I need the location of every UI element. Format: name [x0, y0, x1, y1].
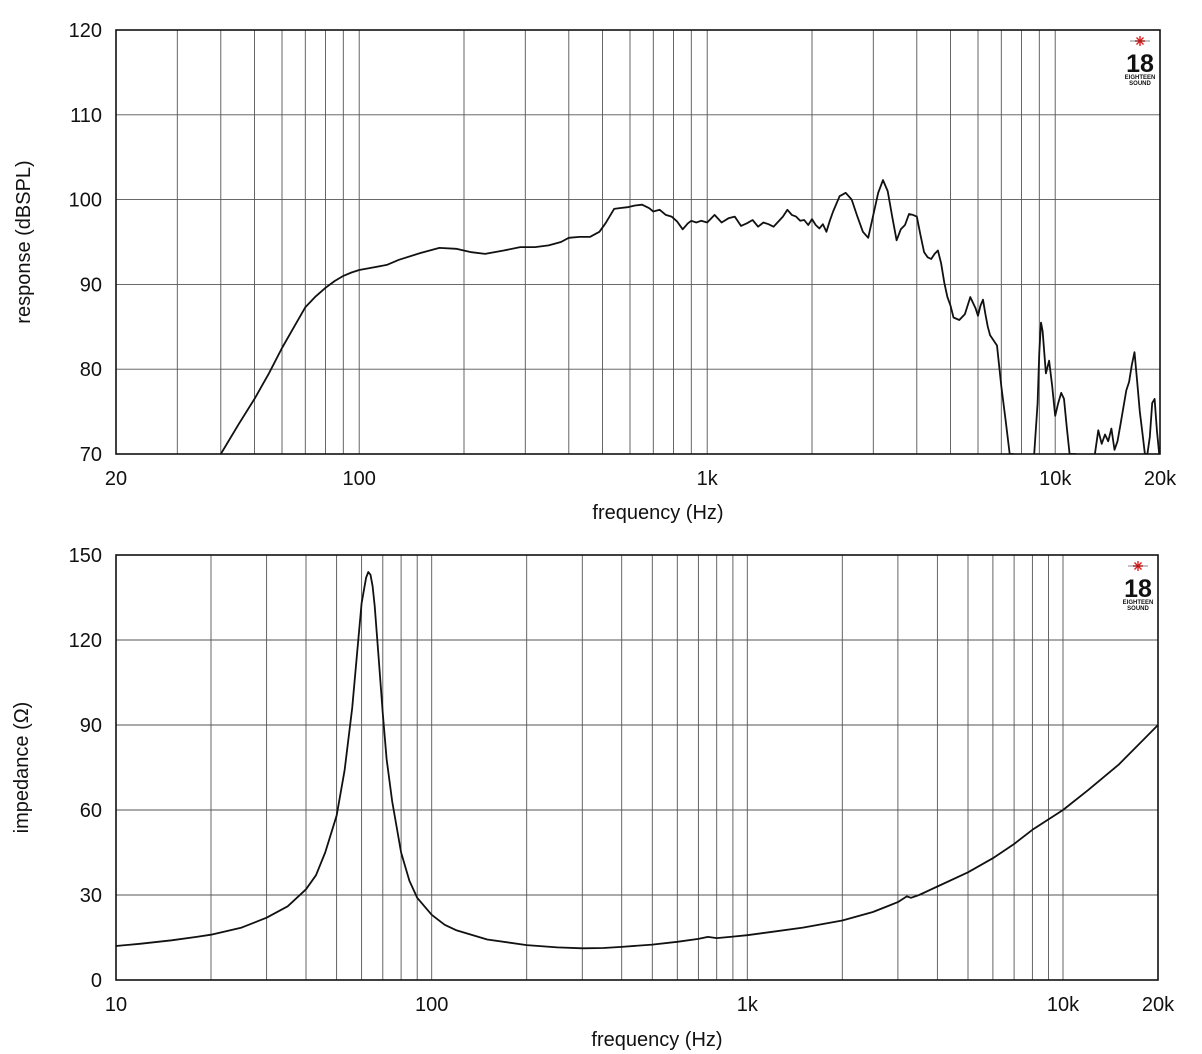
y-axis-title: impedance (Ω) — [11, 702, 33, 834]
y-tick-label: 60 — [80, 800, 102, 822]
logo-small-text: SOUND — [1129, 81, 1151, 87]
y-tick-label: 80 — [80, 359, 102, 381]
y-tick-label: 90 — [80, 715, 102, 737]
y-tick-label: 120 — [69, 20, 102, 42]
y-tick-label: 0 — [91, 970, 102, 992]
logo-small-text: EIGHTEEN — [1125, 75, 1156, 81]
x-tick-label: 1k — [697, 468, 719, 490]
series-line-0 — [220, 179, 1014, 454]
x-tick-label: 10 — [105, 994, 127, 1016]
plot-frame — [115, 554, 1159, 981]
logo-number: 18 — [1126, 50, 1154, 78]
x-tick-label: 100 — [343, 468, 376, 490]
x-axis-title: frequency (Hz) — [591, 1029, 722, 1051]
x-tick-label: 100 — [415, 994, 448, 1016]
x-grid — [210, 555, 1064, 980]
y-axis-title: response (dBSPL) — [13, 160, 35, 323]
y-tick-label: 120 — [69, 630, 102, 652]
logo-number: 18 — [1124, 575, 1152, 603]
x-tick-label: 20 — [105, 468, 127, 490]
y-grid — [116, 554, 1158, 981]
logo-small-text: SOUND — [1127, 606, 1149, 612]
x-tick-label: 10k — [1047, 994, 1080, 1016]
y-tick-label: 90 — [80, 274, 102, 296]
x-tick-label: 10k — [1039, 468, 1072, 490]
series-group — [116, 571, 1158, 950]
series-line-0 — [116, 571, 1158, 950]
y-tick-label: 30 — [80, 885, 102, 907]
x-axis-title: frequency (Hz) — [592, 502, 723, 524]
series-group — [220, 179, 1160, 454]
y-tick-label: 70 — [80, 444, 102, 466]
response-chart: 70 80 90 100 110 120 20 100 1k 10k 20k frequency (H… — [13, 20, 1177, 524]
y-grid — [116, 29, 1160, 455]
series-line-2 — [1094, 351, 1160, 454]
x-tick-label: 1k — [737, 994, 759, 1016]
series-line-1 — [1033, 321, 1077, 454]
x-grid — [176, 30, 1056, 454]
y-tick-label: 110 — [70, 105, 102, 127]
logo-small-text: EIGHTEEN — [1123, 600, 1154, 606]
impedance-chart: 0 30 60 90 120 150 10 100 1k 10k 20k frequency (Hz)… — [11, 545, 1175, 1051]
x-tick-label: 20k — [1144, 468, 1177, 490]
plot-frame — [115, 29, 1161, 455]
y-tick-label: 100 — [69, 190, 102, 212]
x-tick-label: 20k — [1142, 994, 1175, 1016]
y-tick-label: 150 — [69, 545, 102, 567]
